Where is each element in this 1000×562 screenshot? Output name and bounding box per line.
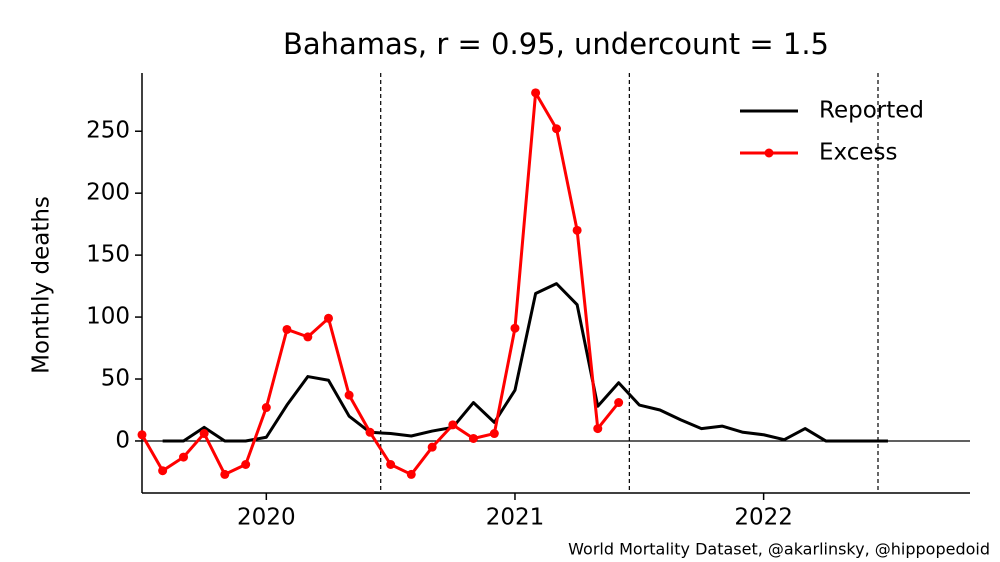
series-line (162, 282, 888, 443)
x-tick-label: 2022 (734, 505, 793, 531)
series-marker (489, 429, 499, 439)
y-tick-label: 150 (86, 242, 130, 268)
series-line (140, 91, 620, 476)
series-marker (282, 324, 292, 334)
series-marker (323, 313, 333, 323)
series-marker (448, 420, 458, 430)
series-marker (427, 442, 437, 452)
series-marker (614, 398, 624, 408)
legend-label: Reported (819, 98, 924, 124)
series-marker (220, 469, 230, 479)
x-tick-label: 2020 (237, 505, 296, 531)
x-tick-label: 2021 (486, 505, 545, 531)
chart-title: Bahamas, r = 0.95, undercount = 1.5 (283, 27, 829, 61)
series-marker (386, 460, 396, 470)
series-marker (241, 460, 251, 470)
series-marker (199, 429, 209, 439)
series-marker (572, 225, 582, 235)
y-tick-label: 200 (86, 180, 130, 206)
y-tick-label: 50 (101, 366, 130, 392)
legend-label: Excess (819, 140, 898, 166)
source-note: World Mortality Dataset, @akarlinsky, @h… (568, 540, 990, 559)
series-marker (406, 469, 416, 479)
legend-marker (764, 148, 774, 158)
y-axis-label: Monthly deaths (29, 196, 55, 374)
series-marker (344, 390, 354, 400)
y-tick-label: 250 (86, 118, 130, 144)
series-marker (179, 452, 189, 462)
y-tick-label: 0 (115, 427, 130, 453)
series-marker (468, 433, 478, 443)
series-marker (365, 427, 375, 437)
series-marker (137, 430, 147, 440)
y-tick-label: 100 (86, 304, 130, 330)
series-marker (158, 466, 168, 476)
series-marker (303, 332, 313, 342)
series-marker (510, 323, 520, 333)
series-marker (593, 424, 603, 434)
series-marker (531, 88, 541, 98)
series-marker (261, 403, 271, 413)
series-marker (551, 124, 561, 134)
